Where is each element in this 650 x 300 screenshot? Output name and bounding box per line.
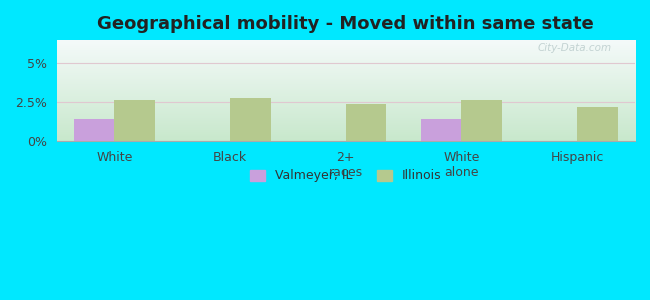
Bar [114, 100, 155, 141]
Bar [462, 100, 502, 141]
Bar [577, 107, 618, 141]
Legend: Valmeyer, IL, Illinois: Valmeyer, IL, Illinois [245, 164, 447, 188]
Title: Geographical mobility - Moved within same state: Geographical mobility - Moved within sam… [98, 15, 594, 33]
Text: City-Data.com: City-Data.com [538, 43, 612, 53]
Bar [230, 98, 270, 141]
Bar [74, 119, 114, 141]
Bar [346, 104, 386, 141]
Bar [421, 119, 461, 141]
